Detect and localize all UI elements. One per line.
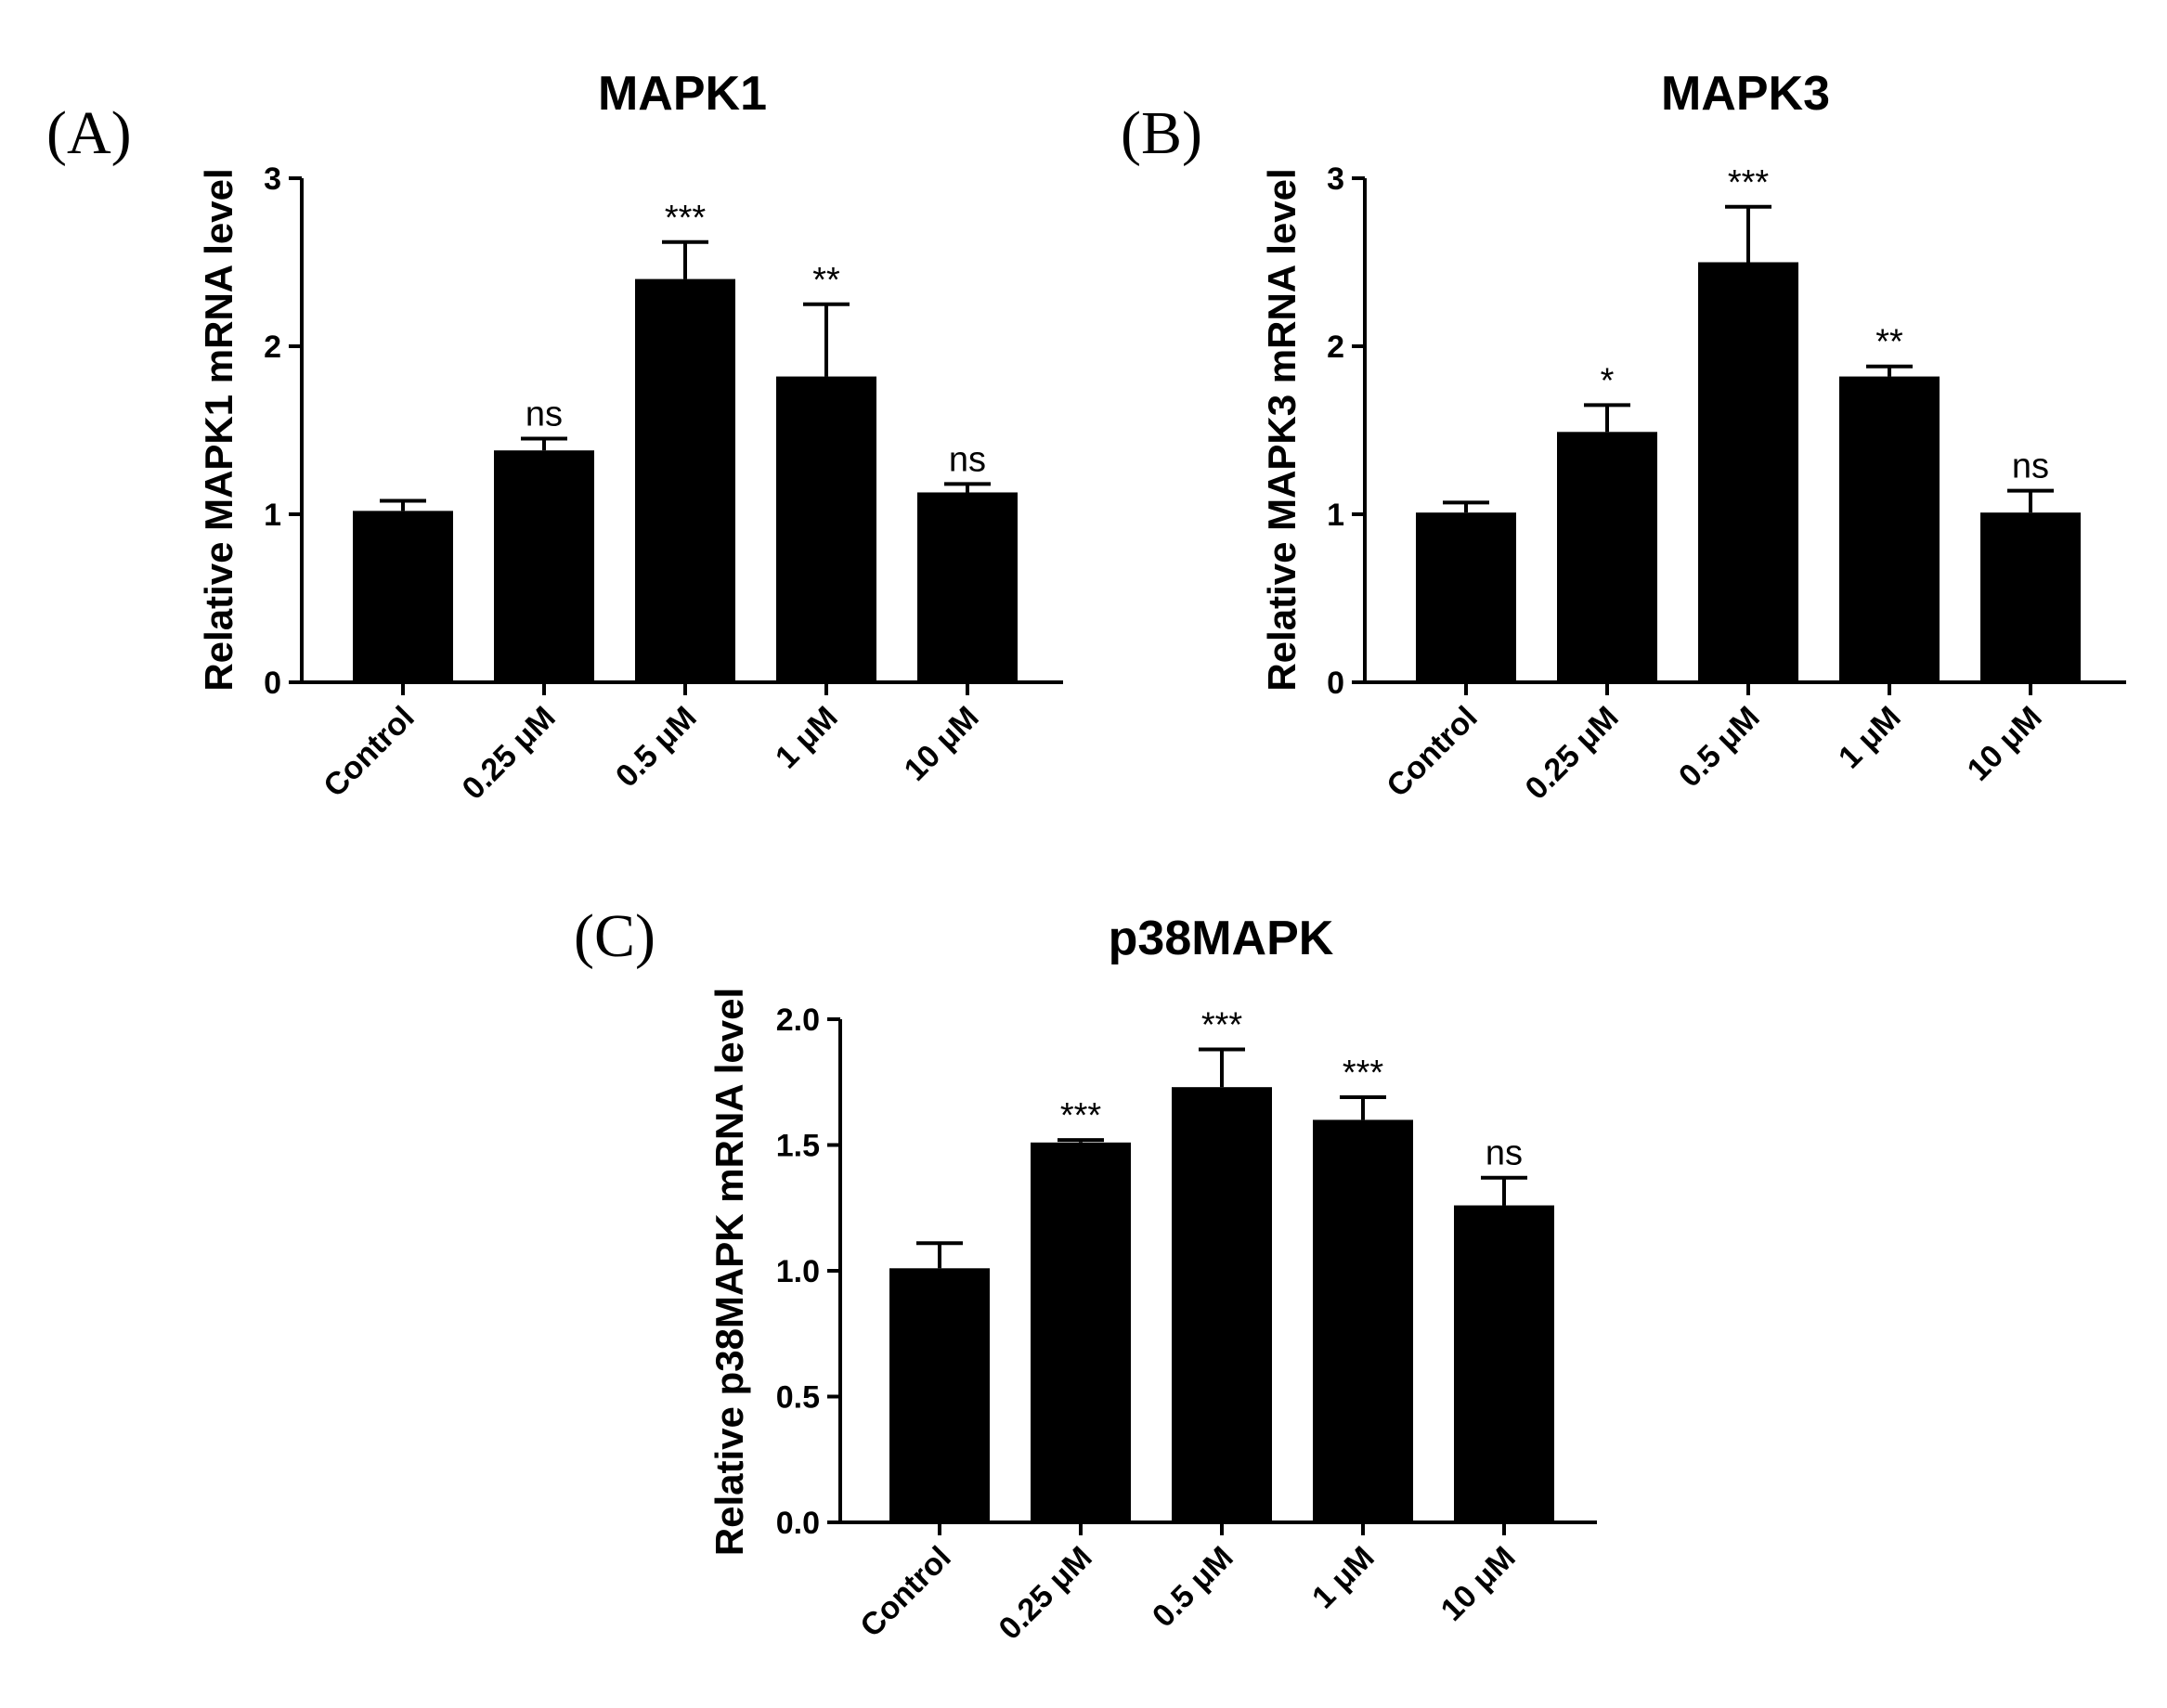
significance-label: ** [1875, 323, 1903, 362]
y-tick-label: 2.0 [776, 1003, 820, 1038]
significance-label: ns [949, 440, 986, 479]
significance-label: ** [812, 261, 840, 300]
category-label: 0.5 μM [1146, 1540, 1240, 1635]
y-tick-label: 1 [264, 498, 281, 533]
y-tick-label: 0 [1327, 666, 1344, 701]
category-label: 10 μM [1961, 700, 2049, 788]
chart-panel-1: (A) MAPK1 Relative MAPK1 mRNA level 0 1 2 3 Con… [46, 67, 1063, 807]
y-axis-label: Relative p38MAPK mRNA level [707, 988, 751, 1556]
bar [889, 1268, 990, 1522]
y-axis-label: Relative MAPK3 mRNA level [1260, 168, 1304, 691]
category-label: 10 μM [898, 700, 986, 788]
bar [917, 492, 1018, 682]
category-label: 1 μM [1305, 1540, 1382, 1616]
bar [1698, 262, 1798, 682]
significance-label: *** [1343, 1054, 1384, 1093]
category-label: Control [1380, 700, 1484, 804]
category-label: 0.25 μM [993, 1540, 1099, 1647]
bar [353, 511, 453, 682]
y-tick-label: 2 [264, 330, 281, 365]
bar [1839, 376, 1940, 682]
bar [1454, 1205, 1554, 1522]
y-tick-label: 0.0 [776, 1506, 820, 1541]
bar [635, 278, 735, 682]
bar [1980, 512, 2081, 682]
bar [1557, 432, 1657, 682]
panel-letter: (B) [1121, 99, 1202, 167]
category-label: Control [853, 1540, 957, 1644]
y-axis-label: Relative MAPK1 mRNA level [197, 168, 240, 691]
chart-title: MAPK3 [1661, 67, 1830, 121]
significance-label: ns [526, 395, 563, 434]
category-label: 0.5 μM [609, 700, 704, 795]
significance-label: *** [1201, 1006, 1243, 1045]
y-tick-label: 1 [1327, 498, 1344, 533]
significance-label: *** [1728, 163, 1770, 202]
bar [776, 376, 876, 682]
chart-title: MAPK1 [598, 67, 767, 121]
category-label: 10 μM [1434, 1540, 1523, 1628]
bar [1031, 1142, 1131, 1522]
significance-label: *** [665, 199, 707, 238]
y-tick-label: 1.5 [776, 1129, 820, 1164]
y-tick-label: 1.0 [776, 1254, 820, 1289]
bar [1313, 1119, 1413, 1522]
chart-panel-3: (C) p38MAPK Relative p38MAPK mRNA level 0.0… [574, 902, 1597, 1647]
bar [494, 450, 594, 682]
y-tick-label: 2 [1327, 330, 1344, 365]
y-tick-label: 3 [264, 162, 281, 197]
y-tick-label: 3 [1327, 162, 1344, 197]
bar [1172, 1087, 1272, 1522]
chart-title: p38MAPK [1109, 912, 1334, 965]
significance-label: ns [2012, 447, 2049, 486]
panel-letter: (C) [574, 902, 655, 970]
category-label: 0.25 μM [456, 700, 563, 807]
bar [1416, 512, 1516, 682]
y-tick-label: 0 [264, 666, 281, 701]
category-label: 0.25 μM [1519, 700, 1626, 807]
significance-label: *** [1060, 1096, 1102, 1135]
category-label: 0.5 μM [1672, 700, 1767, 795]
significance-label: ns [1486, 1134, 1523, 1173]
category-label: 1 μM [769, 700, 845, 776]
panel-letter: (A) [46, 99, 132, 167]
category-label: Control [317, 700, 421, 804]
y-tick-label: 0.5 [776, 1380, 820, 1416]
category-label: 1 μM [1832, 700, 1908, 776]
chart-panel-2: (B) MAPK3 Relative MAPK3 mRNA level 0 1 2 3 Con… [1121, 67, 2126, 807]
significance-label: * [1601, 361, 1615, 400]
